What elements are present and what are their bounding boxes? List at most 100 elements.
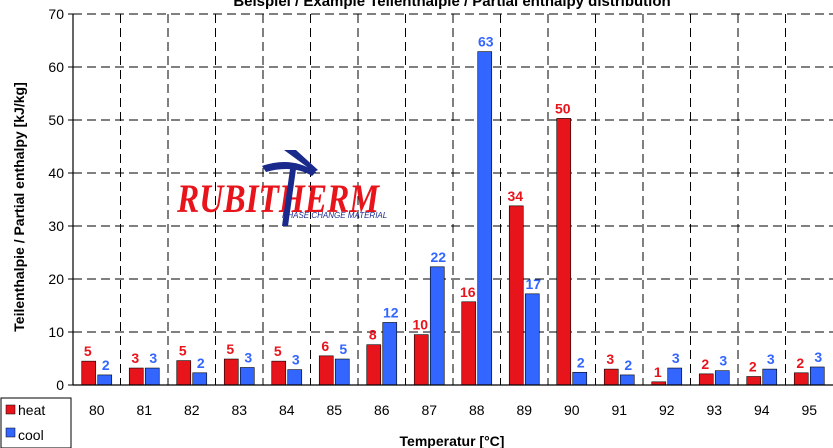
data-label-cool: 3 — [672, 350, 680, 366]
bar-cool — [144, 367, 160, 386]
x-tick-label: 94 — [754, 402, 770, 418]
x-tick-label: 91 — [611, 402, 627, 418]
bar-cool — [192, 372, 208, 386]
grid-lines — [73, 13, 833, 385]
legend-cool-label: cool — [18, 427, 44, 443]
data-label-heat: 10 — [412, 317, 428, 333]
data-label-heat: 5 — [179, 343, 187, 359]
logo-text: RUBITHERM — [176, 176, 380, 221]
x-tick-label: 83 — [231, 402, 247, 418]
bars — [81, 51, 825, 386]
y-tick-label: 10 — [48, 324, 64, 340]
data-label-heat: 2 — [796, 355, 804, 371]
bar-heat — [128, 367, 144, 386]
legend-heat-label: heat — [18, 402, 45, 418]
bar-heat — [556, 118, 572, 386]
x-tick-label: 88 — [469, 402, 485, 418]
bar-heat — [413, 334, 429, 386]
bar-cool — [667, 367, 683, 386]
bar-heat — [271, 360, 287, 386]
bar-heat — [793, 372, 809, 386]
data-label-cool: 22 — [430, 249, 446, 265]
bar-cool — [572, 371, 588, 386]
x-tick-label: 80 — [89, 402, 105, 418]
x-tick-label: 81 — [136, 402, 152, 418]
bar-cool — [714, 370, 730, 386]
data-label-heat: 5 — [84, 343, 92, 359]
data-label-heat: 5 — [226, 341, 234, 357]
rubitherm-logo: RUBITHERM PHASE CHANGE MATERIAL — [176, 150, 387, 226]
data-label-cool: 3 — [767, 351, 775, 367]
legend-heat-swatch — [5, 404, 16, 415]
data-label-cool: 3 — [244, 350, 252, 366]
x-tick-label: 90 — [564, 402, 580, 418]
bar-heat — [603, 368, 619, 386]
bar-cool — [762, 368, 778, 386]
bar-cool — [429, 266, 445, 386]
bar-heat — [81, 360, 97, 386]
bar-heat — [508, 205, 524, 386]
bar-heat — [176, 360, 192, 386]
bar-cool — [524, 293, 540, 386]
data-label-cool: 2 — [577, 354, 585, 370]
bar-cool — [239, 367, 255, 386]
data-label-cool: 3 — [292, 352, 300, 368]
chart-title: Beispiel / Example Teilenthalpie / Parti… — [233, 0, 670, 10]
bar-cool — [97, 374, 113, 386]
data-label-heat: 8 — [369, 327, 377, 343]
y-tick-label: 70 — [48, 6, 64, 22]
x-tick-label: 87 — [421, 402, 437, 418]
x-axis-title: Temperatur [°C] — [400, 433, 505, 448]
data-label-cool: 2 — [197, 355, 205, 371]
data-label-cool: 17 — [525, 276, 541, 292]
bar-cool — [477, 51, 493, 386]
data-label-heat: 2 — [749, 359, 757, 375]
data-label-heat: 50 — [555, 100, 571, 116]
y-tick-label: 60 — [48, 59, 64, 75]
logo-subtitle: PHASE CHANGE MATERIAL — [282, 211, 387, 220]
x-tick-label: 95 — [801, 402, 817, 418]
x-tick-label: 89 — [516, 402, 532, 418]
x-tick-label: 85 — [326, 402, 342, 418]
y-tick-label: 30 — [48, 218, 64, 234]
logo-t-icon — [284, 150, 318, 172]
bar-cool — [382, 322, 398, 386]
data-label-heat: 2 — [701, 356, 709, 372]
bar-cool — [809, 366, 825, 386]
legend-cool-swatch — [5, 427, 16, 438]
bar-heat — [698, 373, 714, 386]
data-label-cool: 3 — [149, 350, 157, 366]
data-label-cool: 63 — [478, 34, 494, 50]
bar-heat — [746, 376, 762, 386]
data-label-heat: 6 — [321, 338, 329, 354]
data-label-heat: 34 — [507, 188, 523, 204]
logo-stem-icon — [282, 169, 296, 226]
data-label-heat: 3 — [606, 351, 614, 367]
bar-cool — [619, 374, 635, 386]
bar-cool — [334, 358, 350, 386]
data-label-heat: 1 — [654, 364, 662, 380]
bar-heat — [366, 344, 382, 386]
x-tick-label: 82 — [184, 402, 200, 418]
x-tick-label: 93 — [706, 402, 722, 418]
y-tick-label: 50 — [48, 112, 64, 128]
logo-swoosh-icon — [262, 162, 316, 176]
data-label-heat: 3 — [131, 350, 139, 366]
bar-heat — [223, 358, 239, 386]
x-tick-label: 86 — [374, 402, 390, 418]
x-tick-label: 92 — [659, 402, 675, 418]
legend-frame — [0, 397, 72, 448]
y-tick-label: 40 — [48, 165, 64, 181]
data-label-cool: 3 — [719, 353, 727, 369]
y-axis-title: Teilenthalpie / Partial enthalpy [kJ/kg] — [11, 82, 27, 331]
data-label-cool: 2 — [624, 357, 632, 373]
data-label-cool: 3 — [814, 349, 822, 365]
legend: heat cool — [0, 397, 72, 448]
bar-heat — [461, 301, 477, 386]
bar-heat — [318, 355, 334, 386]
data-label-heat: 16 — [460, 284, 476, 300]
bar-cool — [287, 369, 303, 386]
